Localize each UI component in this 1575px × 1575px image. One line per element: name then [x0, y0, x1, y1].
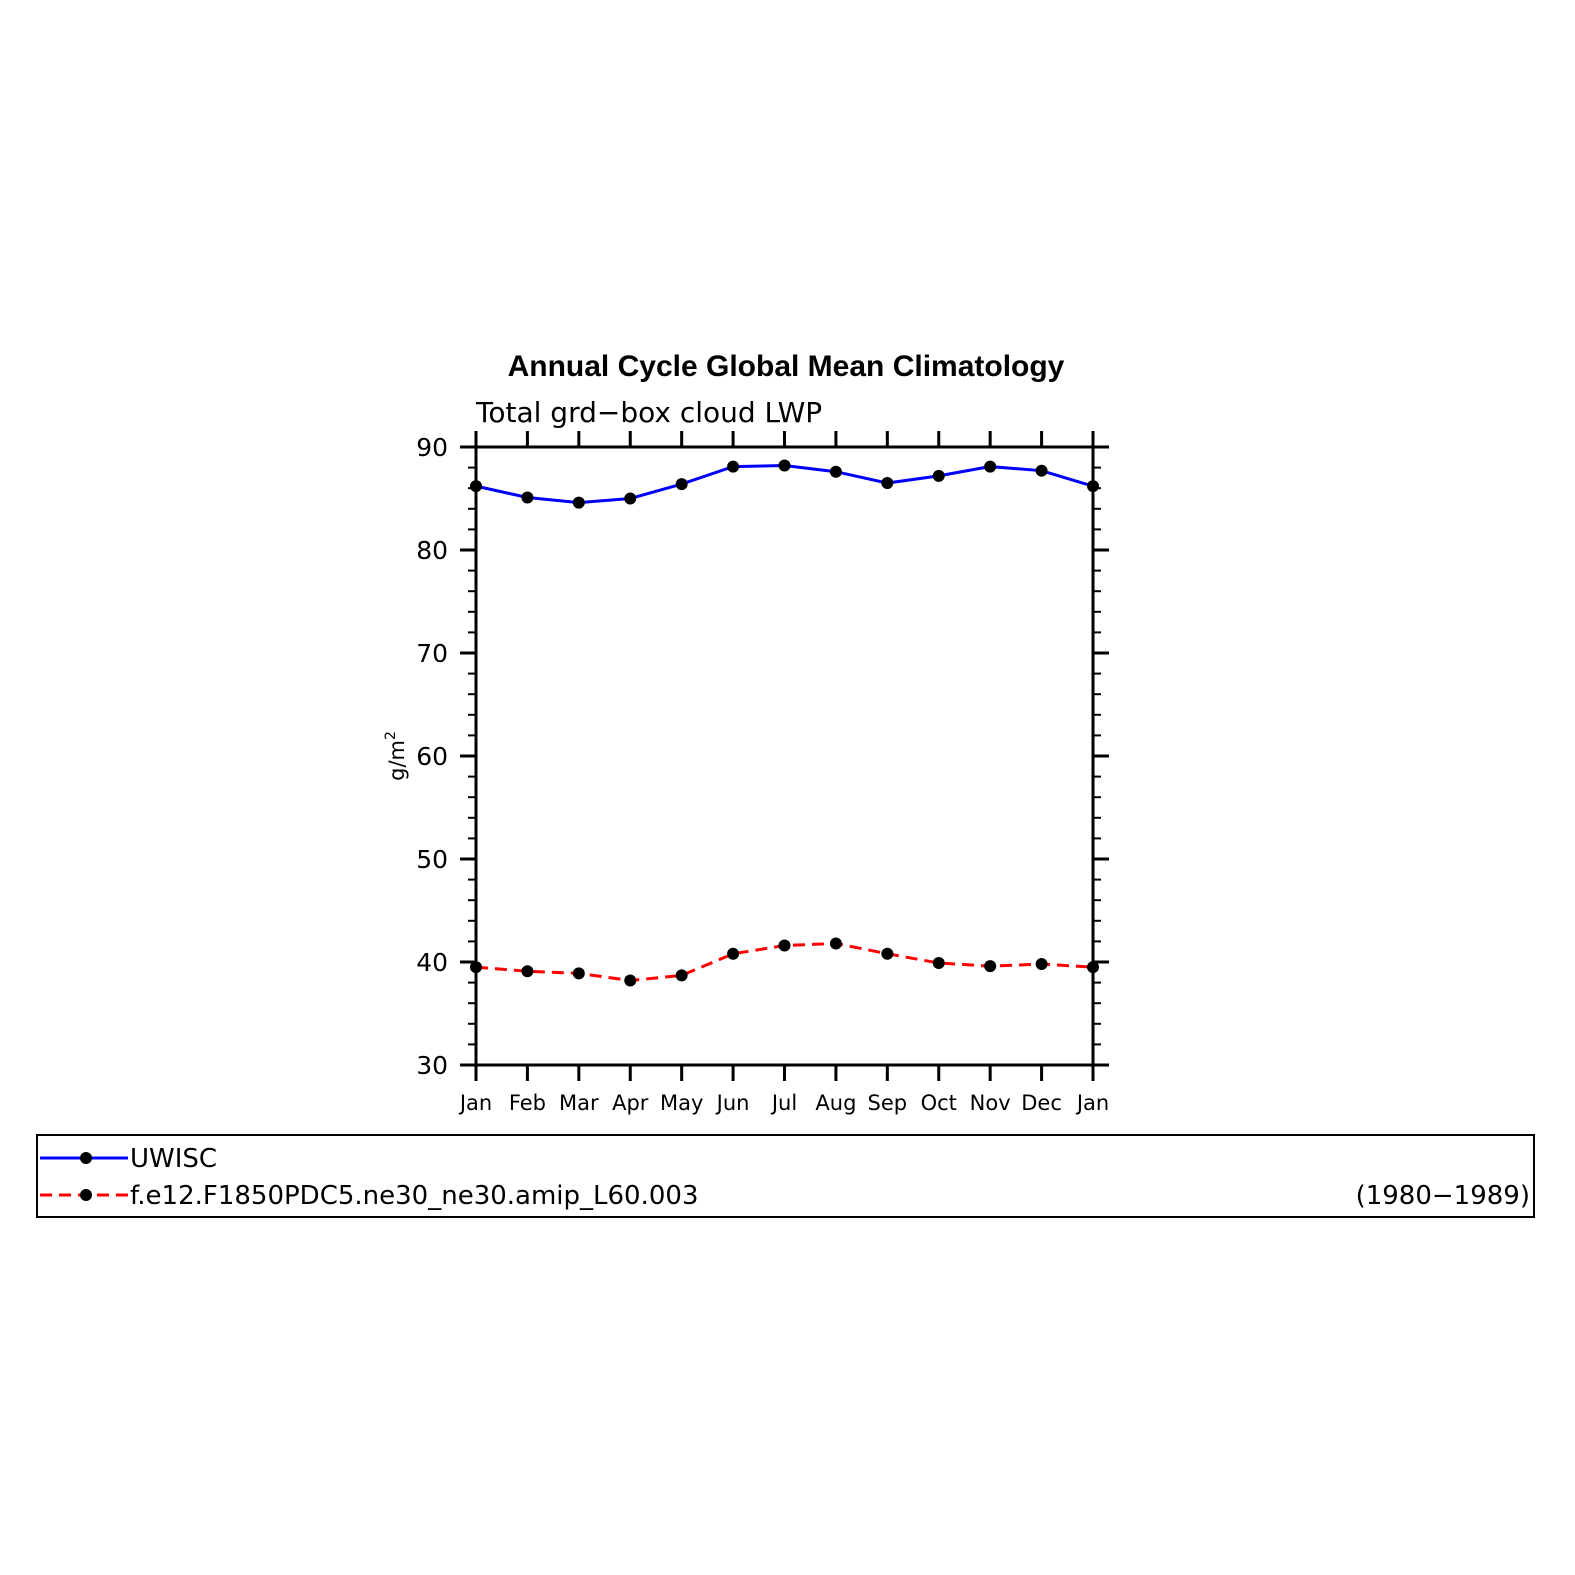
x-tick-label: Jan — [458, 1091, 492, 1115]
x-tick-label: Apr — [612, 1091, 649, 1115]
data-point — [932, 469, 945, 482]
x-tick-label: Nov — [970, 1091, 1011, 1115]
chart-title: Annual Cycle Global Mean Climatology — [508, 350, 1065, 383]
data-point — [675, 478, 688, 491]
plot-area: 30 40 50 60 70 80 90 Jan Feb Mar Apr May Jun Jul Aug Se… — [416, 431, 1109, 1115]
x-tick-label: Jul — [770, 1091, 797, 1115]
y-axis-title-text: g/m — [385, 740, 409, 781]
x-tick-label: Mar — [559, 1091, 599, 1115]
x-tick-label: Jan — [1075, 1091, 1109, 1115]
y-tick-label: 90 — [416, 433, 448, 462]
data-point — [624, 492, 637, 505]
data-point — [984, 960, 997, 973]
y-tick-label: 70 — [416, 639, 448, 668]
data-point — [778, 459, 791, 472]
data-point — [778, 939, 791, 952]
legend-box — [36, 1134, 1535, 1218]
x-tick-label: Feb — [509, 1091, 546, 1115]
x-tick-label: Oct — [921, 1091, 957, 1115]
legend-marker — [80, 1152, 92, 1164]
data-point — [521, 491, 534, 504]
data-point — [470, 480, 482, 493]
data-point — [727, 947, 740, 960]
chart-subtitle: Total grd−box cloud LWP — [475, 396, 822, 429]
x-tick-label: Jun — [715, 1091, 750, 1115]
legend-label-2: f.e12.F1850PDC5.ne30_ne30.amip_L60.003 — [130, 1181, 698, 1211]
data-point — [1087, 480, 1099, 493]
x-tick-label: Dec — [1021, 1091, 1062, 1115]
data-point — [881, 477, 894, 490]
legend-label-1: UWISC — [130, 1144, 217, 1174]
data-point — [675, 969, 688, 982]
data-point — [984, 460, 997, 473]
data-point — [1087, 961, 1099, 974]
data-point — [932, 957, 945, 970]
legend-note: (1980−1989) — [1356, 1181, 1530, 1211]
data-point — [572, 496, 585, 509]
y-axis-label: g/m2 — [383, 731, 409, 781]
x-tick-label: Aug — [815, 1091, 856, 1115]
data-point — [624, 974, 637, 987]
plot-frame — [474, 445, 1095, 1067]
y-tick-label: 80 — [416, 536, 448, 565]
data-point — [727, 460, 740, 473]
data-point — [881, 947, 894, 960]
data-point — [470, 961, 482, 974]
y-tick-label: 30 — [416, 1051, 448, 1080]
y-tick-label: 50 — [416, 845, 448, 874]
data-point — [1035, 464, 1048, 477]
data-point — [1035, 958, 1048, 971]
data-point — [829, 465, 842, 478]
legend-marker — [80, 1189, 92, 1201]
data-point — [521, 965, 534, 978]
y-axis-title-superscript: 2 — [383, 731, 399, 740]
legend: UWISC f.e12.F1850PDC5.ne30_ne30.amip_L60.… — [36, 1134, 1535, 1218]
y-tick-label: 60 — [416, 742, 448, 771]
x-tick-label: May — [660, 1091, 703, 1115]
data-point — [572, 967, 585, 980]
y-tick-label: 40 — [416, 948, 448, 977]
x-tick-label: Sep — [868, 1091, 908, 1115]
y-axis-title: g/m2 — [383, 731, 409, 781]
data-point — [829, 937, 842, 950]
